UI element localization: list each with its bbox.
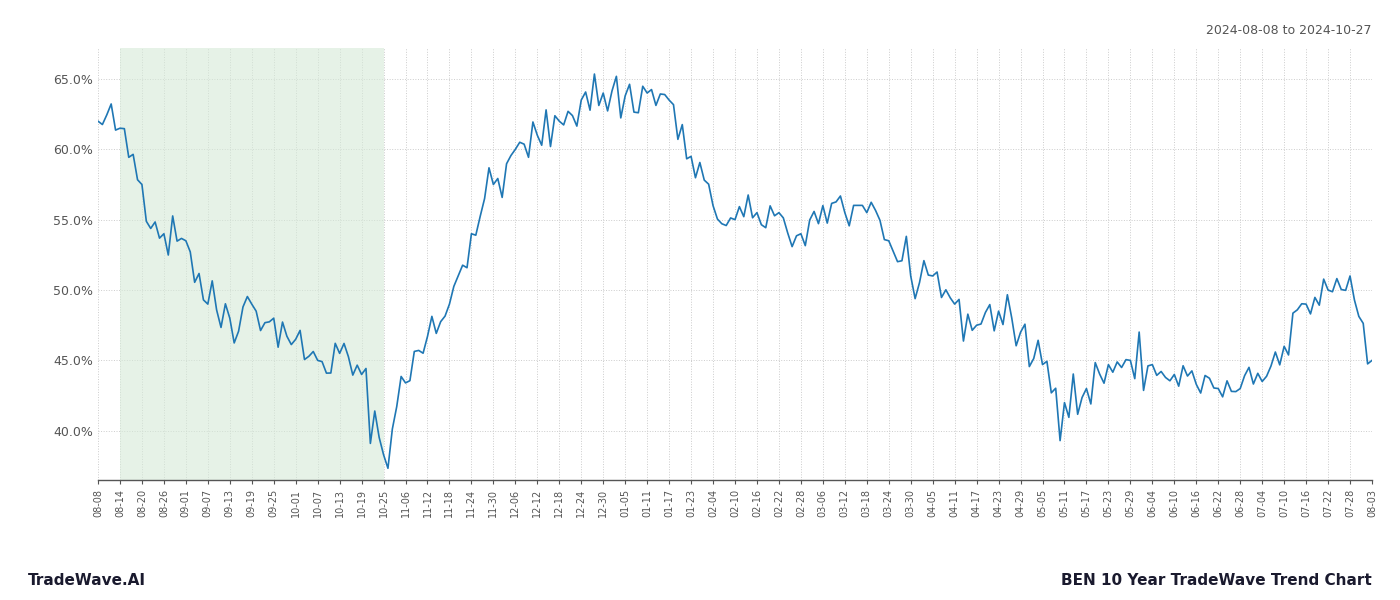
Text: BEN 10 Year TradeWave Trend Chart: BEN 10 Year TradeWave Trend Chart: [1061, 573, 1372, 588]
Text: TradeWave.AI: TradeWave.AI: [28, 573, 146, 588]
Text: 2024-08-08 to 2024-10-27: 2024-08-08 to 2024-10-27: [1207, 24, 1372, 37]
Bar: [120, 48, 384, 480]
